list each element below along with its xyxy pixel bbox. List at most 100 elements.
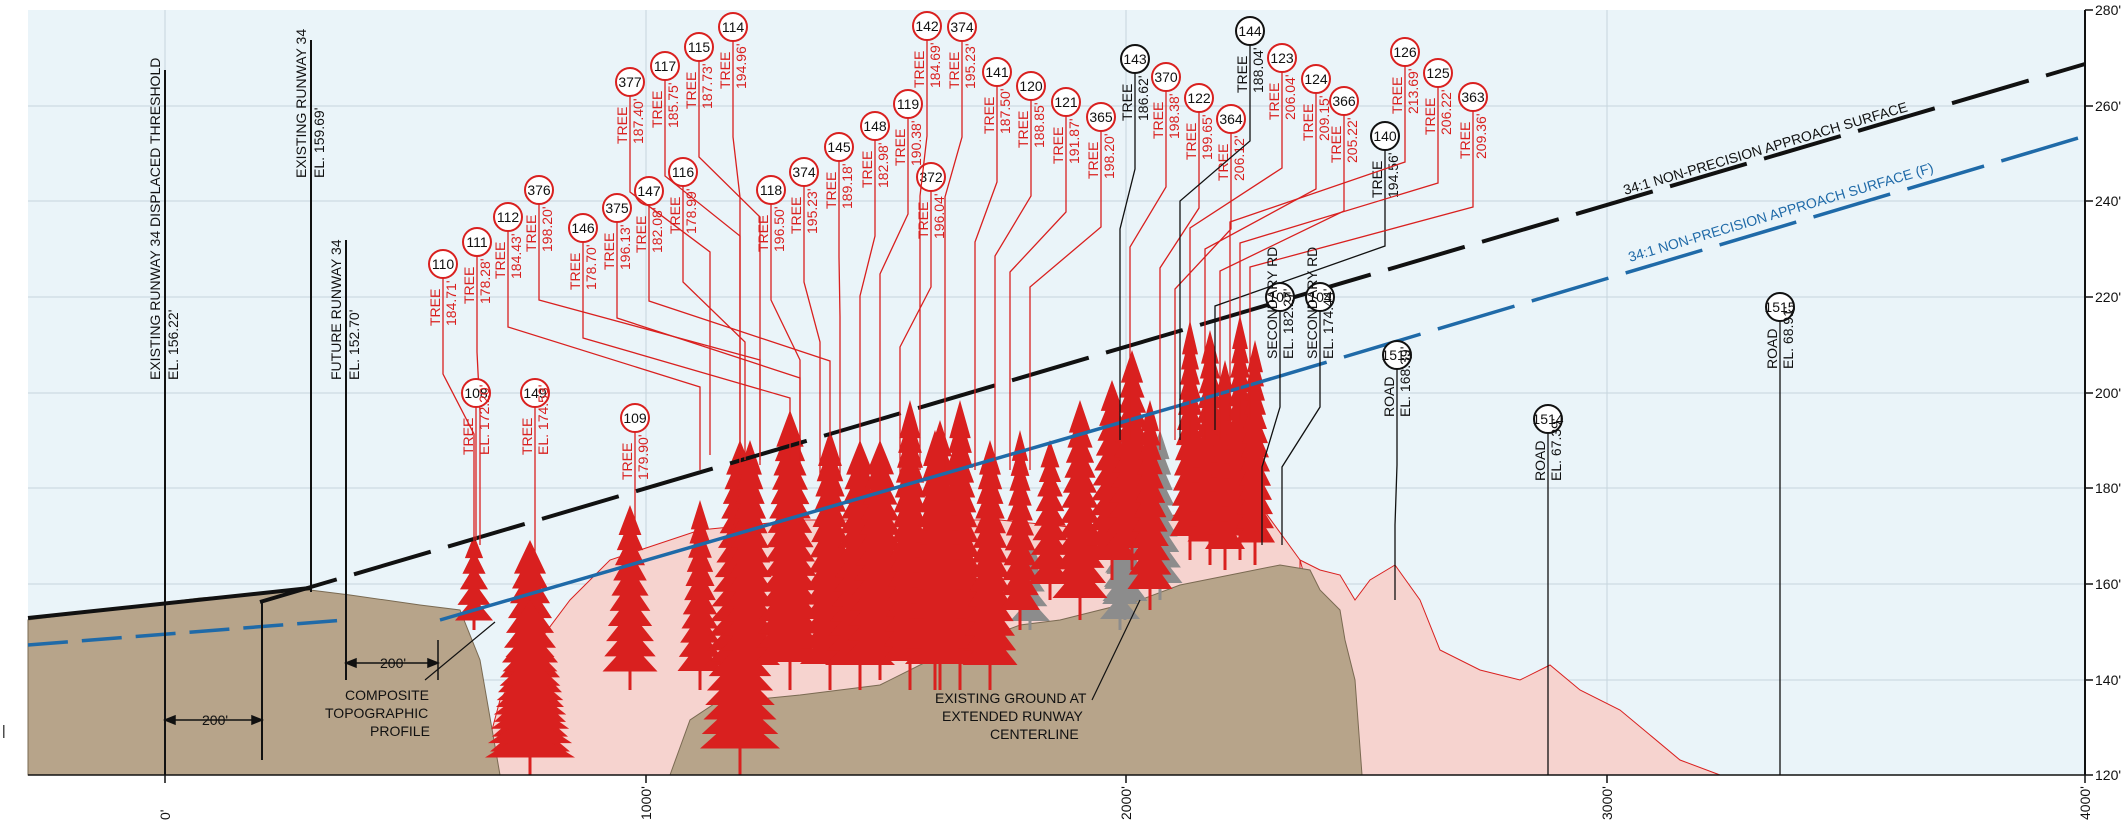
obstruction-circle (982, 57, 1012, 87)
obstruction-circle (1120, 44, 1150, 74)
y-tick-label: 140' (2095, 672, 2121, 688)
obstruction-id: 122 (1187, 90, 1211, 106)
leader-line (1214, 150, 1386, 430)
obstruction-circle (1370, 121, 1400, 151)
obstruction-circle (893, 89, 923, 119)
obstruction-circle (1016, 71, 1046, 101)
tree-shape (1235, 340, 1275, 543)
obstruction-type: TREE (461, 267, 477, 304)
obstruction-type: TREE (683, 72, 699, 109)
existing-ground-note: EXISTING GROUND AT EXTENDED RUNWAY CENTE… (935, 599, 1141, 742)
obstruction-elev: 194.96' (733, 44, 749, 90)
x-tick-label: 0' (157, 810, 173, 820)
obstruction-type: TREE (755, 215, 771, 252)
runway-elev-1: EL. 159.69' (311, 108, 327, 178)
tree-trunk (1018, 600, 1022, 630)
tree-trunk (472, 615, 476, 630)
obstruction-circle (1235, 16, 1265, 46)
obstruction-id: 118 (760, 182, 783, 198)
tree-trunk (1130, 537, 1134, 570)
obstruction-circle (1305, 282, 1335, 312)
tree-shape (910, 420, 970, 663)
obstruction-id: 125 (1426, 65, 1450, 81)
obstruction-elev: 206.12' (1231, 136, 1247, 182)
tree-trunk (858, 652, 862, 690)
obstruction-type: TREE (1389, 77, 1405, 114)
obstruction-type: TREE (1266, 83, 1282, 120)
obstruction-circle (1458, 82, 1488, 112)
leader-line (582, 242, 791, 460)
obstruction-elev: 194.56' (1385, 153, 1401, 199)
obstruction-type: TREE (619, 443, 635, 480)
obstruction-370: 370 TREE 198.38' (1129, 62, 1182, 440)
obstruction-elev: 196.13' (617, 225, 633, 271)
leader-line (1009, 116, 1067, 470)
tree-shape (1000, 430, 1040, 610)
obstruction-circle (1216, 104, 1246, 134)
obstruction-type: TREE (1085, 142, 1101, 179)
obstruction-circle (1151, 62, 1181, 92)
obstruction-type: TREE (460, 418, 476, 455)
obstruction-id: 120 (1019, 78, 1043, 94)
obstruction-108: 108 TREE EL. 172.20' (460, 378, 492, 540)
obstruction-type: ROAD (1532, 441, 1548, 481)
obstruction-id: 140 (1373, 128, 1397, 144)
obstruction-circle (428, 249, 458, 279)
obstruction-elev: 178.99' (683, 189, 699, 235)
obstruction-circle (461, 378, 491, 408)
obstruction-type: TREE (1150, 102, 1166, 139)
obstruction-elev: 188.04' (1250, 48, 1266, 94)
obstruction-elev: 184.71' (443, 281, 459, 327)
obstruction-148: 148 TREE 182.98' (859, 111, 891, 480)
leader-line (974, 86, 998, 470)
obstruction-id: 124 (1304, 71, 1328, 87)
obstruction-circle (1390, 37, 1420, 67)
tree-trunk (1110, 550, 1114, 580)
obstruction-id: 141 (985, 64, 1009, 80)
obstruction-circle (1267, 43, 1297, 73)
obstruction-id: 142 (915, 18, 939, 34)
tree-trunk (628, 662, 632, 690)
obstruction-elev: 196.04' (931, 194, 947, 240)
obstruction-116: 116 TREE 178.99' (667, 157, 746, 460)
obstruction-115: 115 TREE 187.73' (683, 32, 761, 460)
x-tick-label: 2000' (1118, 786, 1134, 820)
obstruction-elev: 195.23' (804, 189, 820, 235)
obstruction-circle (860, 111, 890, 141)
obstruction-elev: EL. 182.27' (1280, 289, 1296, 359)
approach-surface-black (27, 62, 2086, 620)
obstruction-circle (568, 213, 598, 243)
obstruction-circle (615, 67, 645, 97)
obstruction-type: SECONDARY RD (1264, 247, 1280, 359)
leader-line (770, 204, 801, 470)
tree-trunk (938, 649, 942, 690)
runway-label-0: EXISTING RUNWAY 34 DISPLACED THRESHOLD (147, 58, 163, 380)
obstruction-elev: 185.75' (665, 83, 681, 129)
obstruction-type: TREE (1050, 127, 1066, 164)
left-edge-mark: | (2, 722, 6, 738)
obstruction-elev: EL. 174.53' (535, 385, 551, 455)
y-tick-label: 180' (2095, 480, 2121, 496)
y-tick-label: 240' (2095, 193, 2121, 209)
obstruction-id: 374 (792, 164, 816, 180)
tree-trunk (908, 646, 912, 690)
obstruction-id: 147 (637, 183, 661, 199)
obstruction-elev: 187.73' (699, 64, 715, 110)
obstruction-elev: 184.43' (508, 234, 524, 280)
obstruction-circle (1423, 58, 1453, 88)
obstruction-elev: 205.22' (1344, 118, 1360, 164)
obstruction-type: TREE (1234, 56, 1250, 93)
obstruction-type: TREE (1300, 104, 1316, 141)
obstruction-109: 109 TREE 179.90' (619, 403, 651, 528)
obstruction-type: TREE (633, 216, 649, 253)
leader-line (698, 61, 761, 460)
obstruction-type: TREE (1457, 122, 1473, 159)
obstruction-type: ROAD (1381, 377, 1397, 417)
